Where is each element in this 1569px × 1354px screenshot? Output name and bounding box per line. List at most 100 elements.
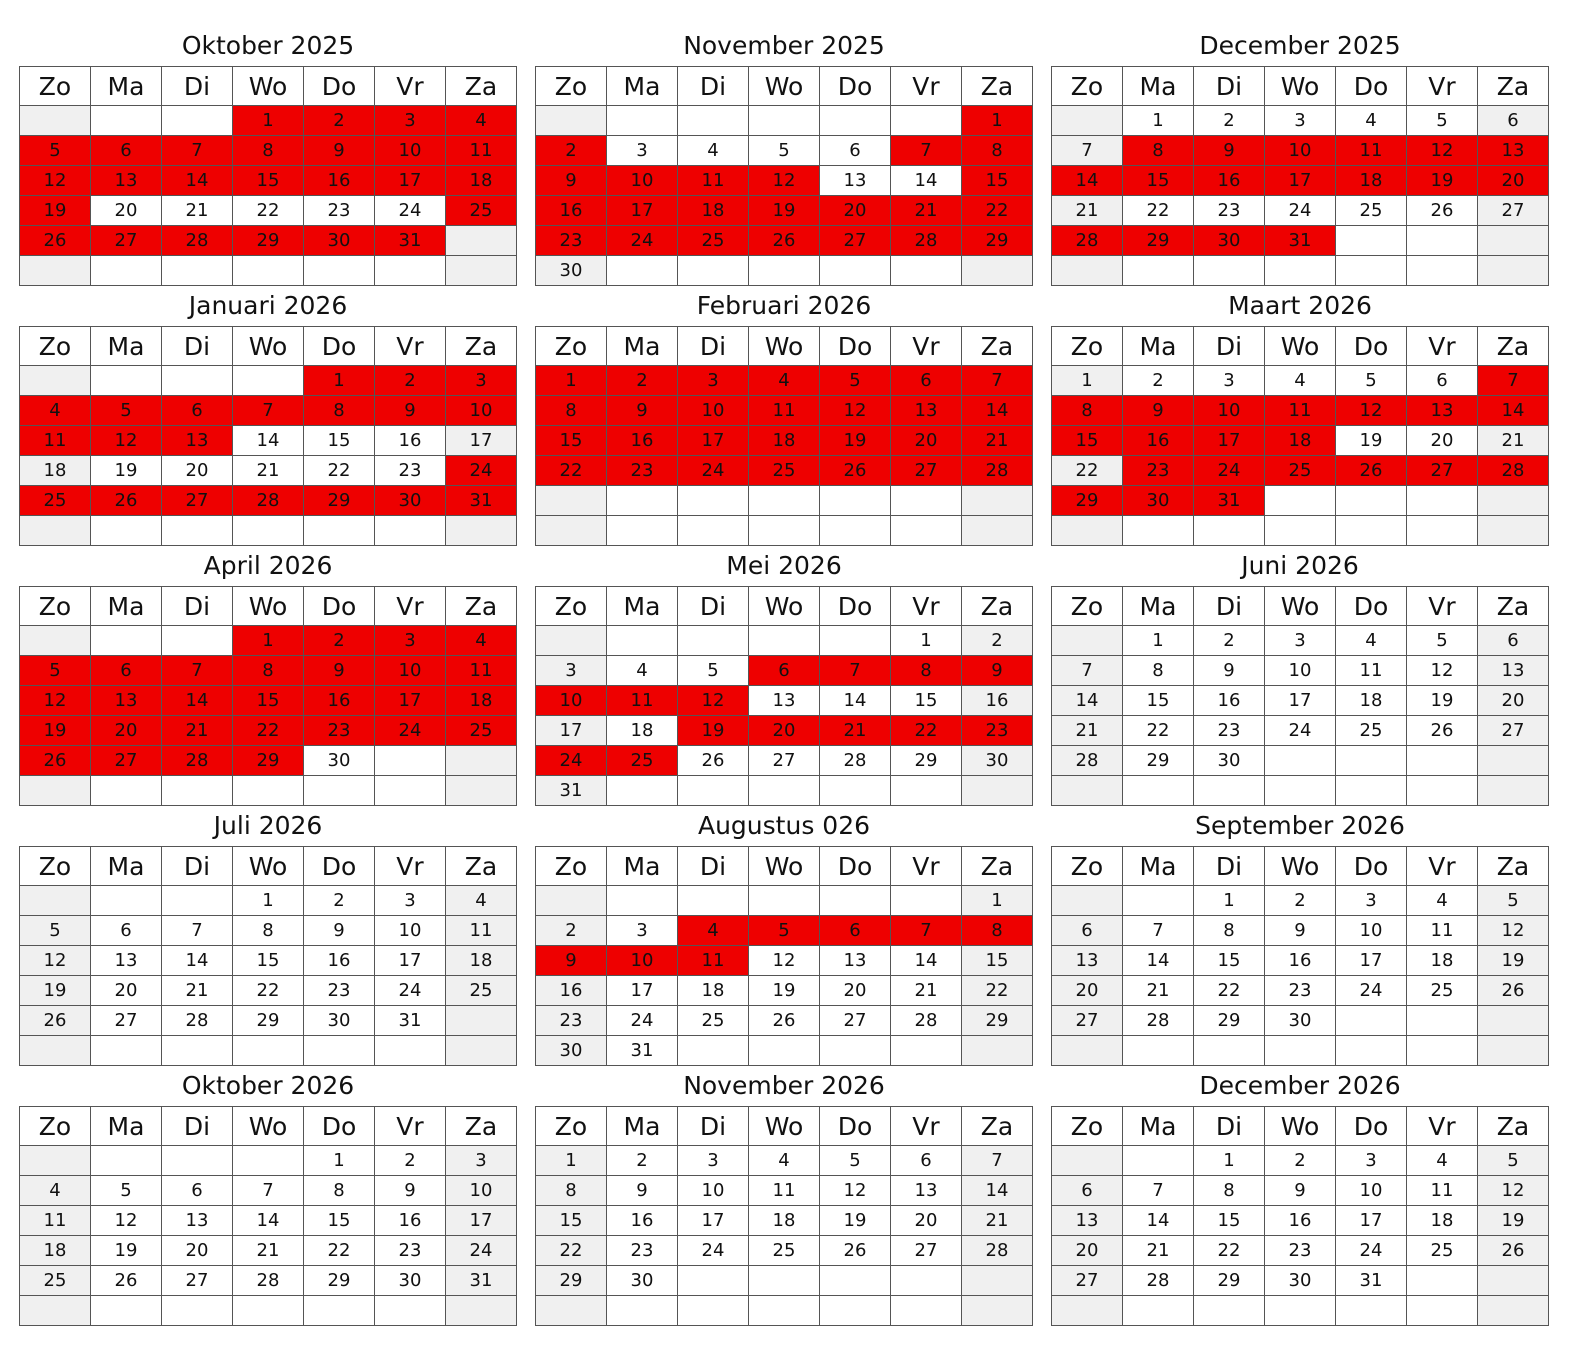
day-cell: 28: [161, 1005, 233, 1036]
day-cell: 13: [90, 945, 162, 976]
day-cell: 12: [748, 165, 820, 196]
empty-day-cell: [1406, 1295, 1478, 1326]
month-calendar: November 2025 Zo Ma Di Wo Do Vr Za 1 2 3 4 5 6 7 8 9 10 11…: [535, 0, 1033, 286]
day-cell: 27: [161, 485, 233, 516]
weekday-header: Zo: [535, 1106, 607, 1146]
day-cell: 3: [606, 915, 678, 946]
empty-day-cell: [445, 1295, 517, 1326]
day-cell: 26: [819, 1235, 891, 1266]
day-cell: 21: [1051, 195, 1123, 226]
day-cell: 4: [606, 655, 678, 686]
week-row: 8 9 10 11 12 13 14: [535, 1175, 1033, 1206]
day-cell: 1: [1193, 885, 1265, 916]
weekday-header-row: Zo Ma Di Wo Do Vr Za: [19, 66, 517, 106]
day-cell: 19: [748, 195, 820, 226]
week-row: 8 9 10 11 12 13 14: [535, 395, 1033, 426]
day-cell: 19: [677, 715, 749, 746]
weekday-header: Di: [161, 846, 233, 886]
day-cell: 4: [748, 1145, 820, 1176]
weekday-header: Zo: [1051, 66, 1123, 106]
day-cell: 23: [1193, 195, 1265, 226]
weekday-header: Zo: [19, 846, 91, 886]
day-cell: 23: [1122, 455, 1194, 486]
empty-day-cell: [819, 775, 891, 806]
day-cell: 10: [445, 1175, 517, 1206]
week-row: 28 29 30 31: [1051, 225, 1549, 256]
day-cell: 8: [232, 135, 304, 166]
month-calendar: November 2026 Zo Ma Di Wo Do Vr Za 1 2 3 4 5 6 7 8 9 10 11…: [535, 1040, 1033, 1326]
day-cell: 12: [1406, 135, 1478, 166]
day-cell: 13: [1051, 945, 1123, 976]
day-cell: 7: [1122, 1175, 1194, 1206]
day-cell: 14: [1477, 395, 1549, 426]
empty-day-cell: [819, 105, 891, 136]
empty-day-cell: [961, 1035, 1033, 1066]
weekday-header-row: Zo Ma Di Wo Do Vr Za: [535, 66, 1033, 106]
day-cell: 24: [374, 195, 446, 226]
day-cell: 8: [303, 1175, 375, 1206]
week-row: 11 12 13 14 15 16 17: [19, 1205, 517, 1236]
weekday-header: Zo: [1051, 326, 1123, 366]
month-calendar: Oktober 2026 Zo Ma Di Wo Do Vr Za 1 2 3 4 5 6 7 8 9 10 11 1…: [19, 1040, 517, 1326]
empty-day-cell: [1264, 255, 1336, 286]
day-cell: 16: [606, 1205, 678, 1236]
week-row: 13 14 15 16 17 18 19: [1051, 945, 1549, 976]
day-cell: 27: [1477, 195, 1549, 226]
day-cell: 25: [677, 225, 749, 256]
day-cell: 10: [1264, 135, 1336, 166]
day-cell: 2: [1122, 365, 1194, 396]
day-cell: 18: [1406, 945, 1478, 976]
weekday-header: Wo: [1264, 326, 1336, 366]
day-cell: 26: [748, 1005, 820, 1036]
day-cell: 10: [374, 135, 446, 166]
day-cell: 25: [1335, 715, 1407, 746]
empty-day-cell: [1406, 485, 1478, 516]
day-cell: 29: [1193, 1265, 1265, 1296]
day-cell: 6: [748, 655, 820, 686]
day-cell: 12: [748, 945, 820, 976]
weekday-header: Do: [303, 66, 375, 106]
day-cell: 23: [303, 975, 375, 1006]
day-cell: 10: [677, 395, 749, 426]
day-cell: 12: [19, 945, 91, 976]
empty-day-cell: [232, 365, 304, 396]
day-cell: 13: [819, 165, 891, 196]
weekday-header: Di: [1193, 66, 1265, 106]
calendar-grid: Oktober 2025 Zo Ma Di Wo Do Vr Za 1 2 3 4 5 6 7 8 9 10 11 1…: [19, 0, 1549, 1354]
day-cell: 13: [1477, 135, 1549, 166]
empty-day-cell: [606, 515, 678, 546]
empty-day-cell: [374, 745, 446, 776]
day-cell: 27: [90, 225, 162, 256]
day-cell: 23: [374, 1235, 446, 1266]
day-cell: 19: [819, 425, 891, 456]
day-cell: 14: [890, 165, 962, 196]
week-row: 22 23 24 25 26 27 28: [535, 455, 1033, 486]
day-cell: 20: [90, 975, 162, 1006]
day-cell: 10: [535, 685, 607, 716]
month-calendar: September 2026 Zo Ma Di Wo Do Vr Za 1 2 3 4 5 6 7 8 9 10 1…: [1051, 780, 1549, 1066]
week-row: [535, 1295, 1033, 1326]
empty-day-cell: [677, 1265, 749, 1296]
day-cell: 9: [606, 395, 678, 426]
week-row: 12 13 14 15 16 17 18: [19, 945, 517, 976]
day-cell: 14: [232, 425, 304, 456]
day-cell: 17: [677, 425, 749, 456]
day-cell: 23: [535, 225, 607, 256]
day-cell: 7: [1477, 365, 1549, 396]
week-row: 15 16 17 18 19 20 21: [535, 1205, 1033, 1236]
weekday-header: Zo: [1051, 586, 1123, 626]
day-cell: 22: [890, 715, 962, 746]
day-cell: 31: [1193, 485, 1265, 516]
empty-day-cell: [445, 745, 517, 776]
day-cell: 2: [1193, 625, 1265, 656]
weekday-header: Zo: [19, 586, 91, 626]
week-row: [1051, 255, 1549, 286]
empty-day-cell: [19, 1035, 91, 1066]
weekday-header: Do: [1335, 846, 1407, 886]
day-cell: 30: [1122, 485, 1194, 516]
weekday-header-row: Zo Ma Di Wo Do Vr Za: [19, 326, 517, 366]
day-cell: 3: [1335, 1145, 1407, 1176]
month-title: Februari 2026: [696, 291, 872, 320]
month-table: Zo Ma Di Wo Do Vr Za 1 2 3 4 5 6 7 8 9 10 11 12 13 14 15 16 17 1…: [19, 326, 517, 546]
day-cell: 5: [19, 655, 91, 686]
